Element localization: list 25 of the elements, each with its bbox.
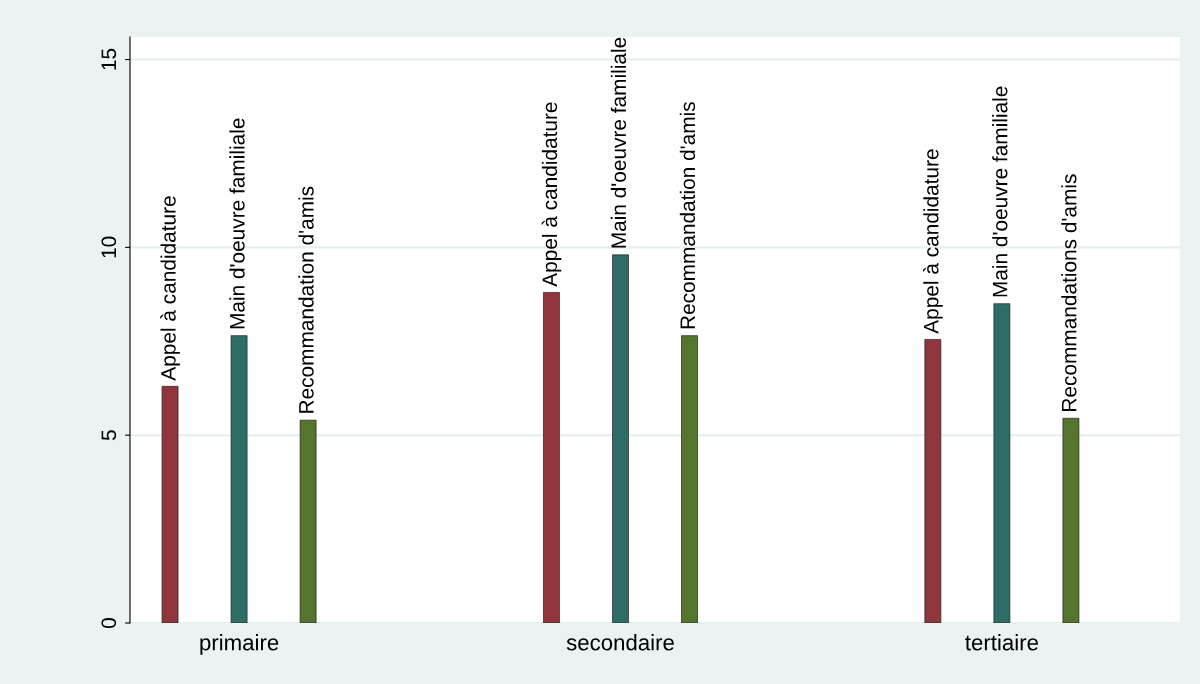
bar xyxy=(161,386,179,623)
y-tick-label: 5 xyxy=(101,430,117,441)
bar xyxy=(1062,417,1080,623)
x-tick-label: tertiaire xyxy=(965,634,1038,651)
y-tick-label: 15 xyxy=(101,48,117,70)
x-tick-label: primaire xyxy=(200,634,279,655)
y-tick-label: 10 xyxy=(101,236,117,258)
data-label: Main d'oeuvre familiale xyxy=(229,118,245,329)
y-tick-label: 0 xyxy=(101,618,117,628)
data-label: Recommandations d'amis xyxy=(1061,174,1077,411)
bar xyxy=(612,254,629,623)
data-label: Appel à candidature xyxy=(541,102,562,287)
x-tick-label: secondaire xyxy=(566,634,674,651)
bar xyxy=(993,303,1011,623)
bar xyxy=(543,292,560,623)
data-label: Main d'oeuvre familiale xyxy=(992,86,1008,297)
data-label: Appel à candidature xyxy=(923,149,943,334)
bar xyxy=(681,335,698,623)
bar xyxy=(299,419,317,623)
data-label: Appel à candidature xyxy=(160,196,180,381)
bar xyxy=(924,339,942,623)
data-label: Recommandation d'amis xyxy=(298,186,314,413)
data-label: Recommandation d'amis xyxy=(679,102,696,329)
data-label: Main d'oeuvre familiale xyxy=(610,37,627,248)
bar xyxy=(230,335,248,623)
